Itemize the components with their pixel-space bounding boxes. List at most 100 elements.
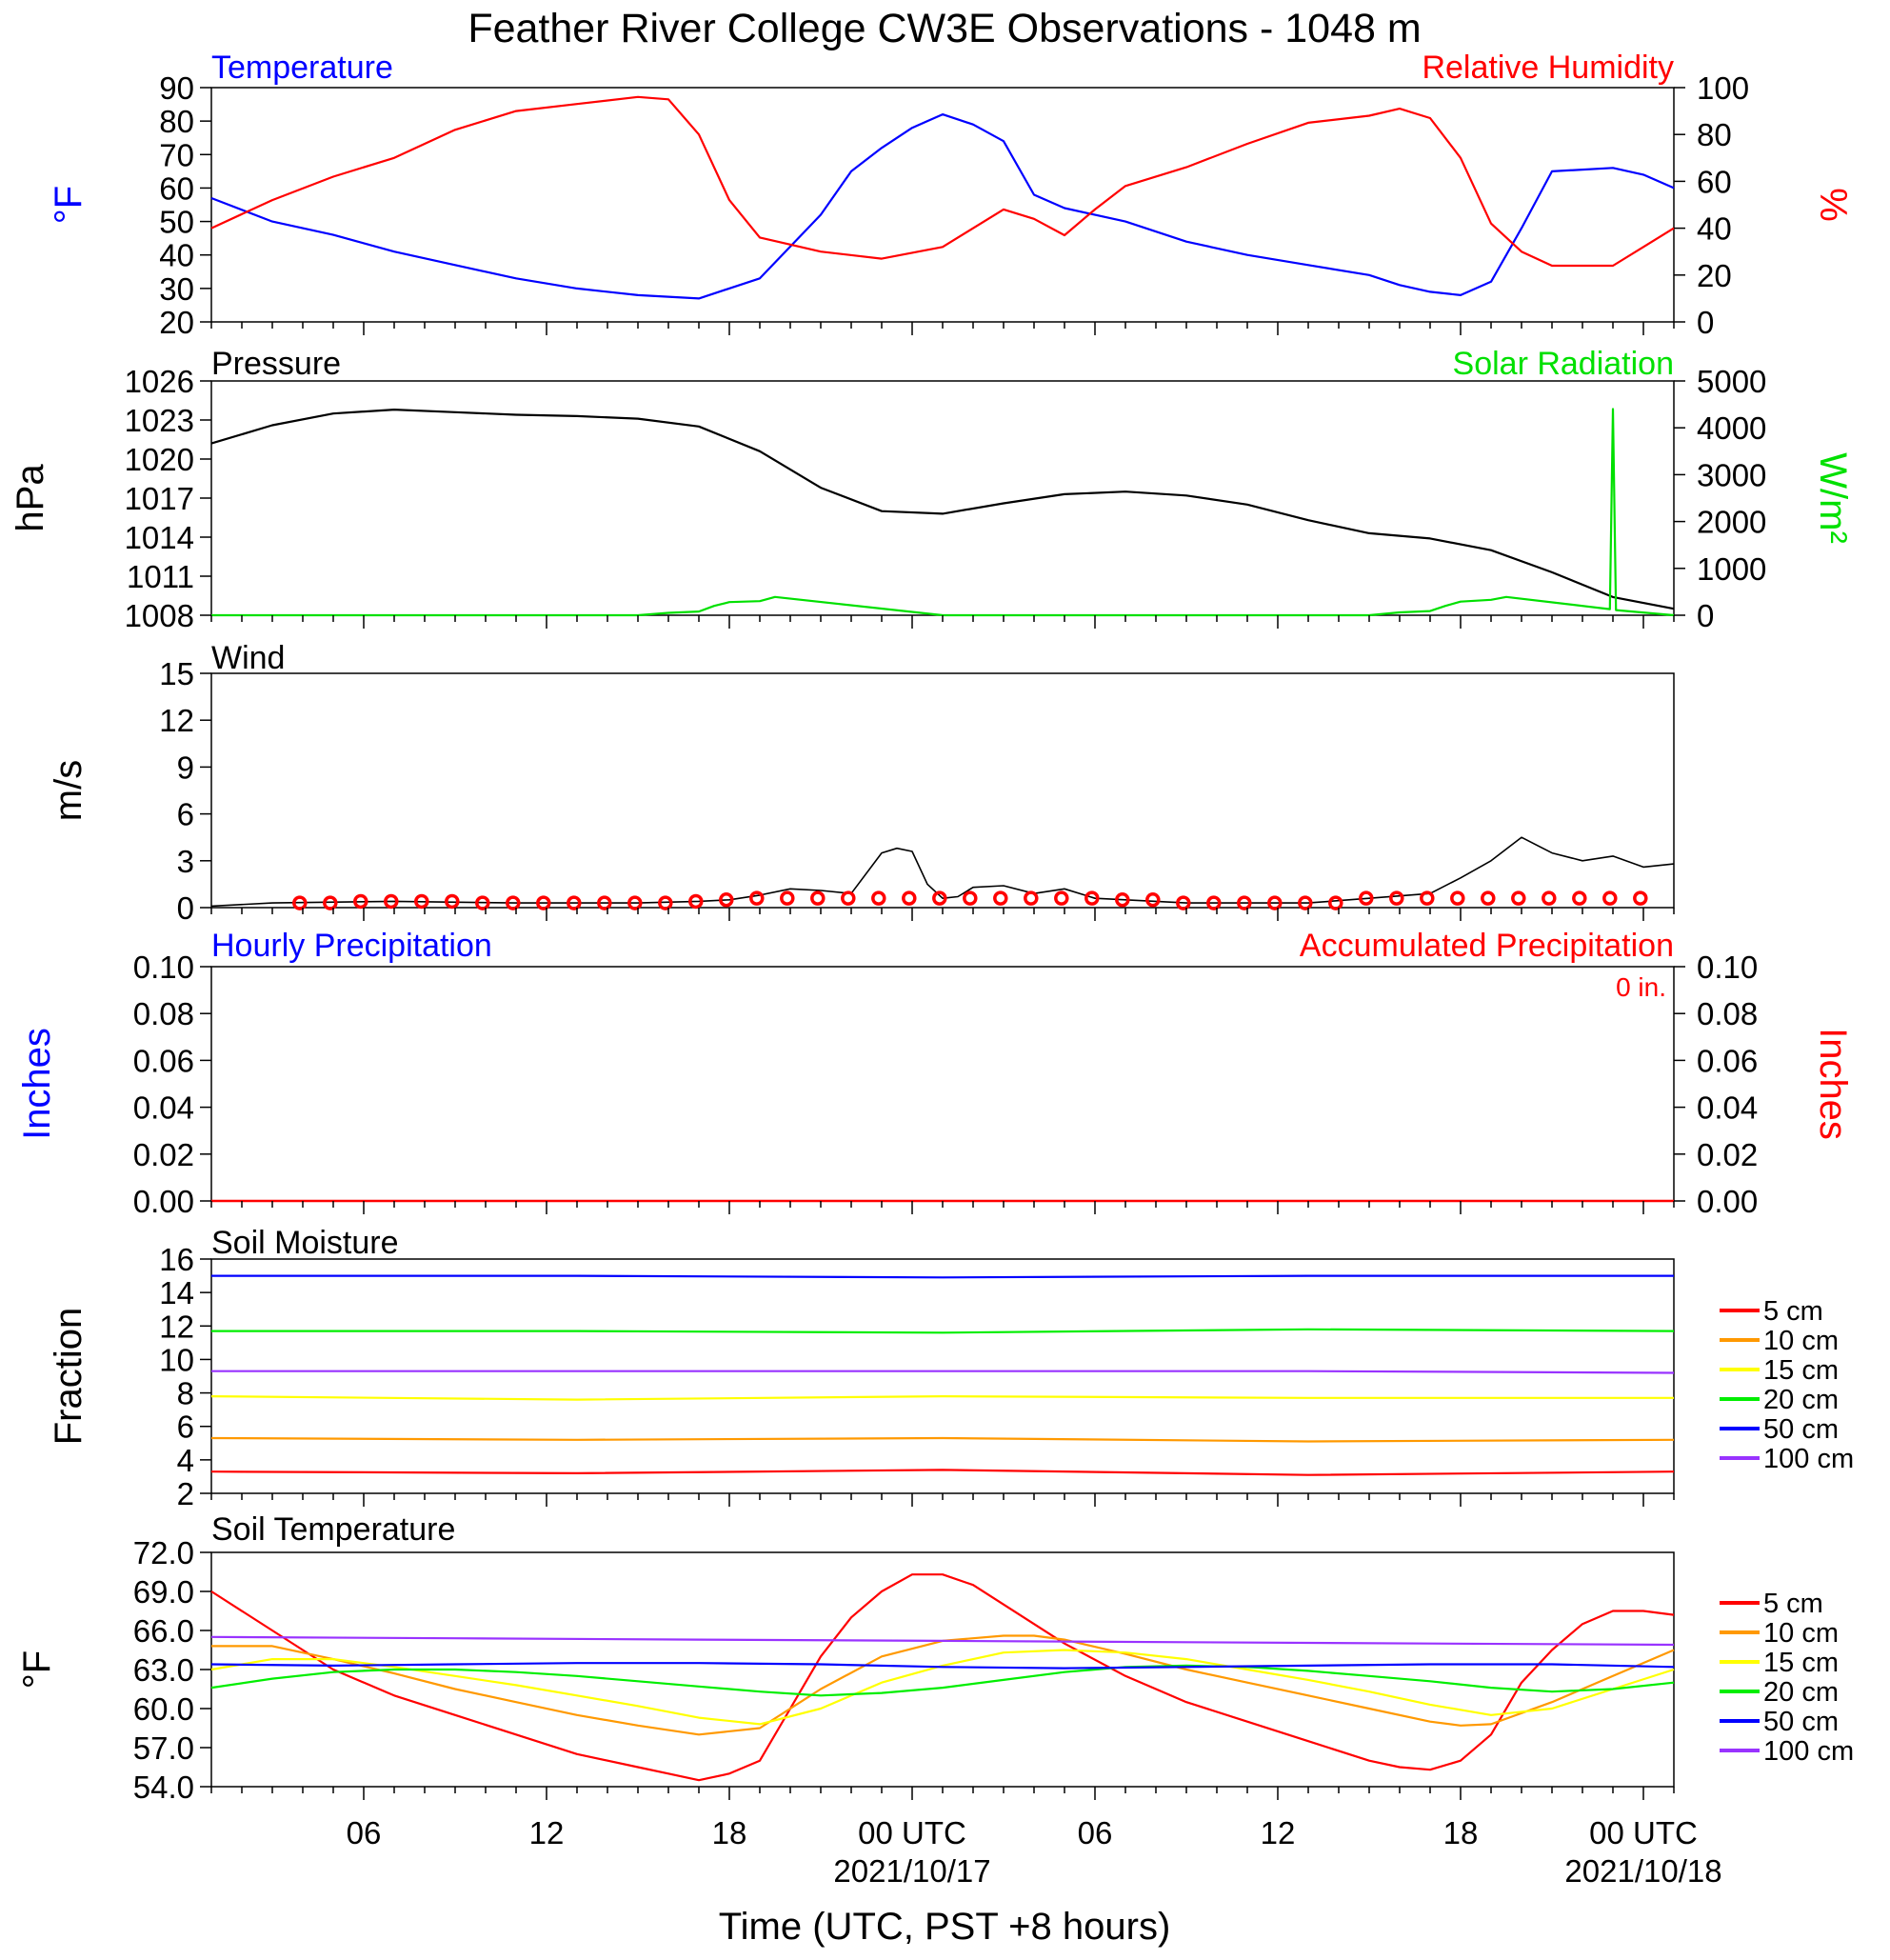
humidity-tick-label: 60	[1697, 164, 1732, 199]
wind-station-marker	[1359, 890, 1374, 906]
soil-temperature-line-100cm	[210, 1635, 1675, 1647]
wind-station-marker	[780, 890, 795, 906]
wind-station-marker	[1481, 890, 1496, 906]
wind-tick-label: 3	[177, 844, 194, 879]
wind-title: Wind	[211, 640, 285, 676]
wind-station-marker	[932, 890, 947, 906]
temperature-ylabel: °F	[48, 186, 90, 224]
wind-station-marker	[841, 890, 856, 906]
soil-temperature-line-10cm	[211, 1634, 1675, 1736]
accum-precip-tick-label: 0.02	[1697, 1137, 1758, 1172]
soil-moisture-legend-label: 100 cm	[1763, 1444, 1854, 1474]
x-tick-label: 00 UTC	[858, 1815, 966, 1850]
hourly-precip-tick-label: 0.08	[133, 996, 194, 1031]
wind-tick-label: 6	[177, 797, 194, 832]
pressure-ylabel: hPa	[10, 464, 51, 532]
soil-temperature-series	[210, 1573, 1675, 1782]
wind-ylabel: m/s	[48, 760, 90, 821]
wind-station-marker	[567, 895, 582, 910]
soil-temperature-panel: Soil Temperature °F 72.0 69.066.063.060.0…	[16, 1511, 1854, 1805]
wind-station-marker	[597, 895, 612, 910]
hourly-precip-tick-label: 0.04	[133, 1090, 194, 1126]
wind-station-marker	[1511, 890, 1526, 906]
solar-radiation-line	[211, 408, 1675, 617]
wind-tick-label: 12	[159, 703, 194, 738]
soil-temperature-legend-label: 10 cm	[1763, 1618, 1839, 1649]
accum-precip-tick-labels: 0.10 0.08 0.06 0.04 0.02 0.00	[1674, 950, 1758, 1219]
soil-moisture-legend-label: 5 cm	[1763, 1296, 1823, 1327]
wind-tick-label: 9	[177, 750, 194, 785]
x-axis-label: Time (UTC, PST +8 hours)	[719, 1906, 1171, 1948]
solar-tick-label: 3000	[1697, 457, 1766, 492]
pressure-tick-label: 1014	[125, 520, 194, 555]
soil-temperature-tick-label: 69.0	[133, 1574, 194, 1610]
soil-moisture-legend-label: 20 cm	[1763, 1385, 1839, 1415]
accum-precip-tick-label: 0.00	[1697, 1184, 1758, 1219]
soil-moisture-line-20cm	[211, 1328, 1675, 1334]
wind-station-marker	[1602, 890, 1618, 906]
wind-station-marker	[536, 895, 551, 910]
wind-station-marker	[1024, 890, 1039, 906]
hourly-precip-ylabel: Inches	[16, 1028, 58, 1140]
wind-station-marker	[1206, 895, 1222, 910]
solar-tick-label: 4000	[1697, 410, 1766, 446]
wind-station-marker	[1084, 890, 1100, 906]
temperature-tick-label: 40	[159, 238, 194, 273]
wind-station-marker	[1633, 890, 1648, 906]
wind-station-marker	[993, 890, 1008, 906]
solar-tick-label: 1000	[1697, 551, 1766, 587]
temperature-tick-label: 20	[159, 305, 194, 340]
solar-tick-label: 5000	[1697, 364, 1766, 399]
soil-temperature-tick-label: 60.0	[133, 1691, 194, 1727]
x-tick-label: 06	[347, 1815, 382, 1850]
wind-station-marker	[1328, 895, 1343, 910]
wind-station-marker	[506, 895, 521, 910]
humidity-ylabel: %	[1812, 188, 1854, 222]
humidity-tick-labels: 100 80 60 40 20 0	[1674, 70, 1749, 340]
temperature-tick-label: 70	[159, 137, 194, 172]
soil-moisture-legend-label: 15 cm	[1763, 1355, 1839, 1386]
humidity-line	[210, 95, 1675, 268]
wind-station-marker	[658, 895, 673, 910]
humidity-title: Relative Humidity	[1422, 50, 1674, 86]
hourly-precip-tick-label: 0.10	[133, 950, 194, 985]
soil-temperature-tick-label: 66.0	[133, 1613, 194, 1649]
hourly-precip-tick-label: 0.00	[133, 1184, 194, 1219]
wind-station-marker	[810, 890, 826, 906]
accum-precip-title: Accumulated Precipitation	[1300, 928, 1674, 964]
soil-moisture-tick-label: 16	[159, 1242, 194, 1277]
temperature-tick-label: 30	[159, 271, 194, 307]
wind-series	[210, 836, 1675, 910]
wind-station-marker	[1542, 890, 1557, 906]
x-tick-label: 06	[1078, 1815, 1113, 1850]
soil-moisture-legend-label: 10 cm	[1763, 1326, 1839, 1356]
wind-station-marker	[323, 895, 338, 910]
precipitation-panel: Hourly Precipitation Accumulated Precipi…	[16, 928, 1854, 1219]
accum-precip-tick-label: 0.10	[1697, 950, 1758, 985]
temperature-tick-label: 80	[159, 104, 194, 139]
wind-station-marker	[627, 895, 643, 910]
wind-station-marker	[1450, 890, 1465, 906]
wind-station-marker	[688, 893, 704, 910]
humidity-tick-label: 20	[1697, 258, 1732, 293]
pressure-tick-label: 1023	[125, 403, 194, 438]
temperature-line	[210, 112, 1675, 300]
humidity-tick-label: 80	[1697, 117, 1732, 152]
wind-station-marker	[1572, 890, 1587, 906]
soil-moisture-line-5cm	[210, 1469, 1675, 1476]
solar-ylabel: W/m²	[1812, 452, 1854, 544]
temperature-title: Temperature	[211, 50, 393, 86]
accum-precip-ylabel: Inches	[1812, 1028, 1854, 1140]
soil-moisture-series	[210, 1274, 1675, 1476]
x-tick-label: 00 UTC	[1589, 1815, 1698, 1850]
soil-moisture-tick-label: 14	[159, 1275, 194, 1310]
wind-plot-frame	[210, 672, 1675, 909]
hourly-precip-tick-labels: 0.10 0.08 0.06 0.04 0.02 0.00	[133, 950, 211, 1219]
soil-temperature-line-15cm	[210, 1649, 1675, 1726]
temperature-tick-label: 50	[159, 205, 194, 240]
solar-tick-labels: 5000 4000 3000 2000 1000 0	[1674, 364, 1766, 633]
solar-tick-label: 0	[1697, 598, 1714, 633]
